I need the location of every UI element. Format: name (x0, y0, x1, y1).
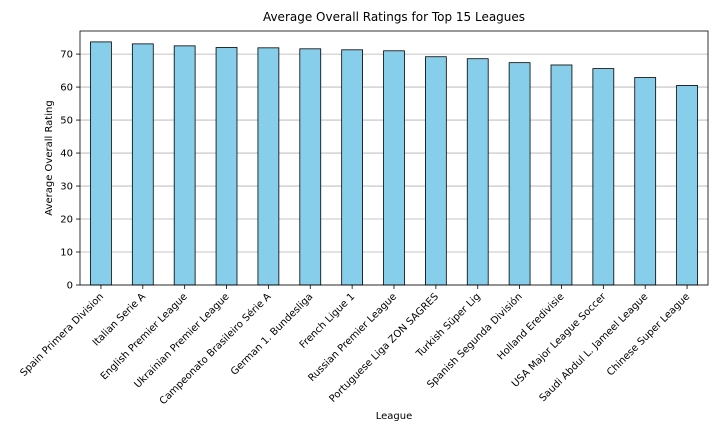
bar-7 (383, 50, 405, 286)
bar-9 (466, 58, 489, 286)
y-tick-label-1: 10 (60, 248, 73, 259)
y-axis-label: Average Overall Rating (44, 100, 55, 215)
x-tick-label-5: German 1. Bundesliga (229, 291, 315, 377)
bar-5 (299, 48, 322, 286)
y-axis-ticks: 0 10 20 30 40 50 60 70 (60, 50, 80, 292)
bar-12 (592, 68, 615, 286)
chart-title: Average Overall Ratings for Top 15 Leagu… (263, 10, 525, 24)
y-tick-label-4: 40 (60, 149, 73, 160)
y-tick-label-7: 70 (60, 50, 73, 61)
y-tick-label-2: 20 (60, 215, 73, 226)
bar-10 (508, 62, 531, 286)
bars (90, 41, 698, 286)
x-tick-label-14: Chinese Super League (605, 291, 692, 378)
x-axis-label: League (376, 411, 413, 422)
y-tick-label-6: 60 (60, 83, 73, 94)
x-tick-label-7: Russian Premier League (306, 291, 399, 384)
bar-1 (131, 43, 154, 286)
y-tick-label-0: 0 (67, 281, 73, 292)
bar-4 (257, 47, 280, 286)
bar-13 (634, 77, 657, 286)
x-tick-label-0: Spain Primera Division (19, 291, 107, 379)
bar-0 (90, 41, 112, 286)
bar-11 (550, 64, 573, 286)
bar-2 (173, 45, 196, 286)
bar-8 (424, 56, 447, 286)
y-tick-label-3: 30 (60, 182, 73, 193)
x-tick-label-2: English Premier League (99, 291, 190, 382)
bar-3 (215, 47, 238, 286)
y-tick-label-5: 50 (60, 116, 73, 127)
bar-14 (676, 85, 698, 286)
bar-6 (341, 49, 363, 286)
